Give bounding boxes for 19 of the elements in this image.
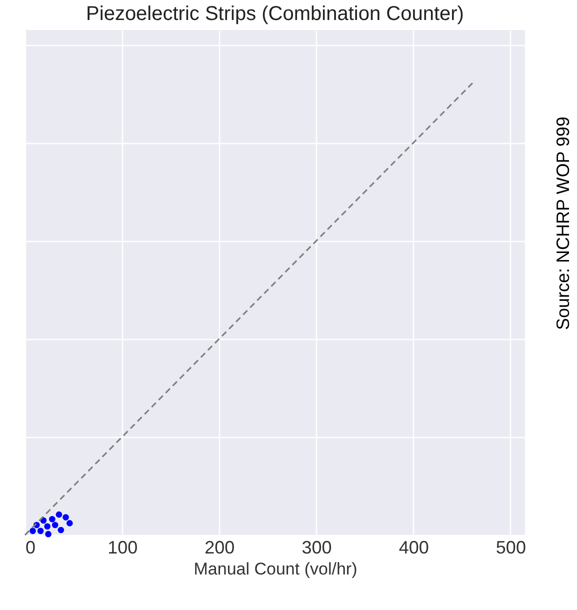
point xyxy=(58,526,64,534)
chart-title: Piezoelectric Strips (Combination Counter) xyxy=(86,3,464,25)
point xyxy=(52,522,58,528)
point xyxy=(49,516,56,522)
x-tick-label: 100 xyxy=(108,538,138,558)
point xyxy=(37,528,44,534)
point xyxy=(44,523,50,530)
x-tick-label: 0 xyxy=(26,538,36,558)
point xyxy=(62,514,69,520)
source-note: Source: NCHRP WOP 999 xyxy=(553,116,574,330)
x-tick-label: 400 xyxy=(398,538,429,558)
point xyxy=(45,530,52,538)
x-tick-label: 200 xyxy=(204,538,235,558)
x-tick-label: 300 xyxy=(302,538,332,558)
point xyxy=(56,511,62,518)
x-tick-label: 500 xyxy=(496,538,526,558)
point xyxy=(66,520,73,526)
x-axis-title: Manual Count (vol/hr) xyxy=(194,560,358,578)
point xyxy=(30,528,36,534)
